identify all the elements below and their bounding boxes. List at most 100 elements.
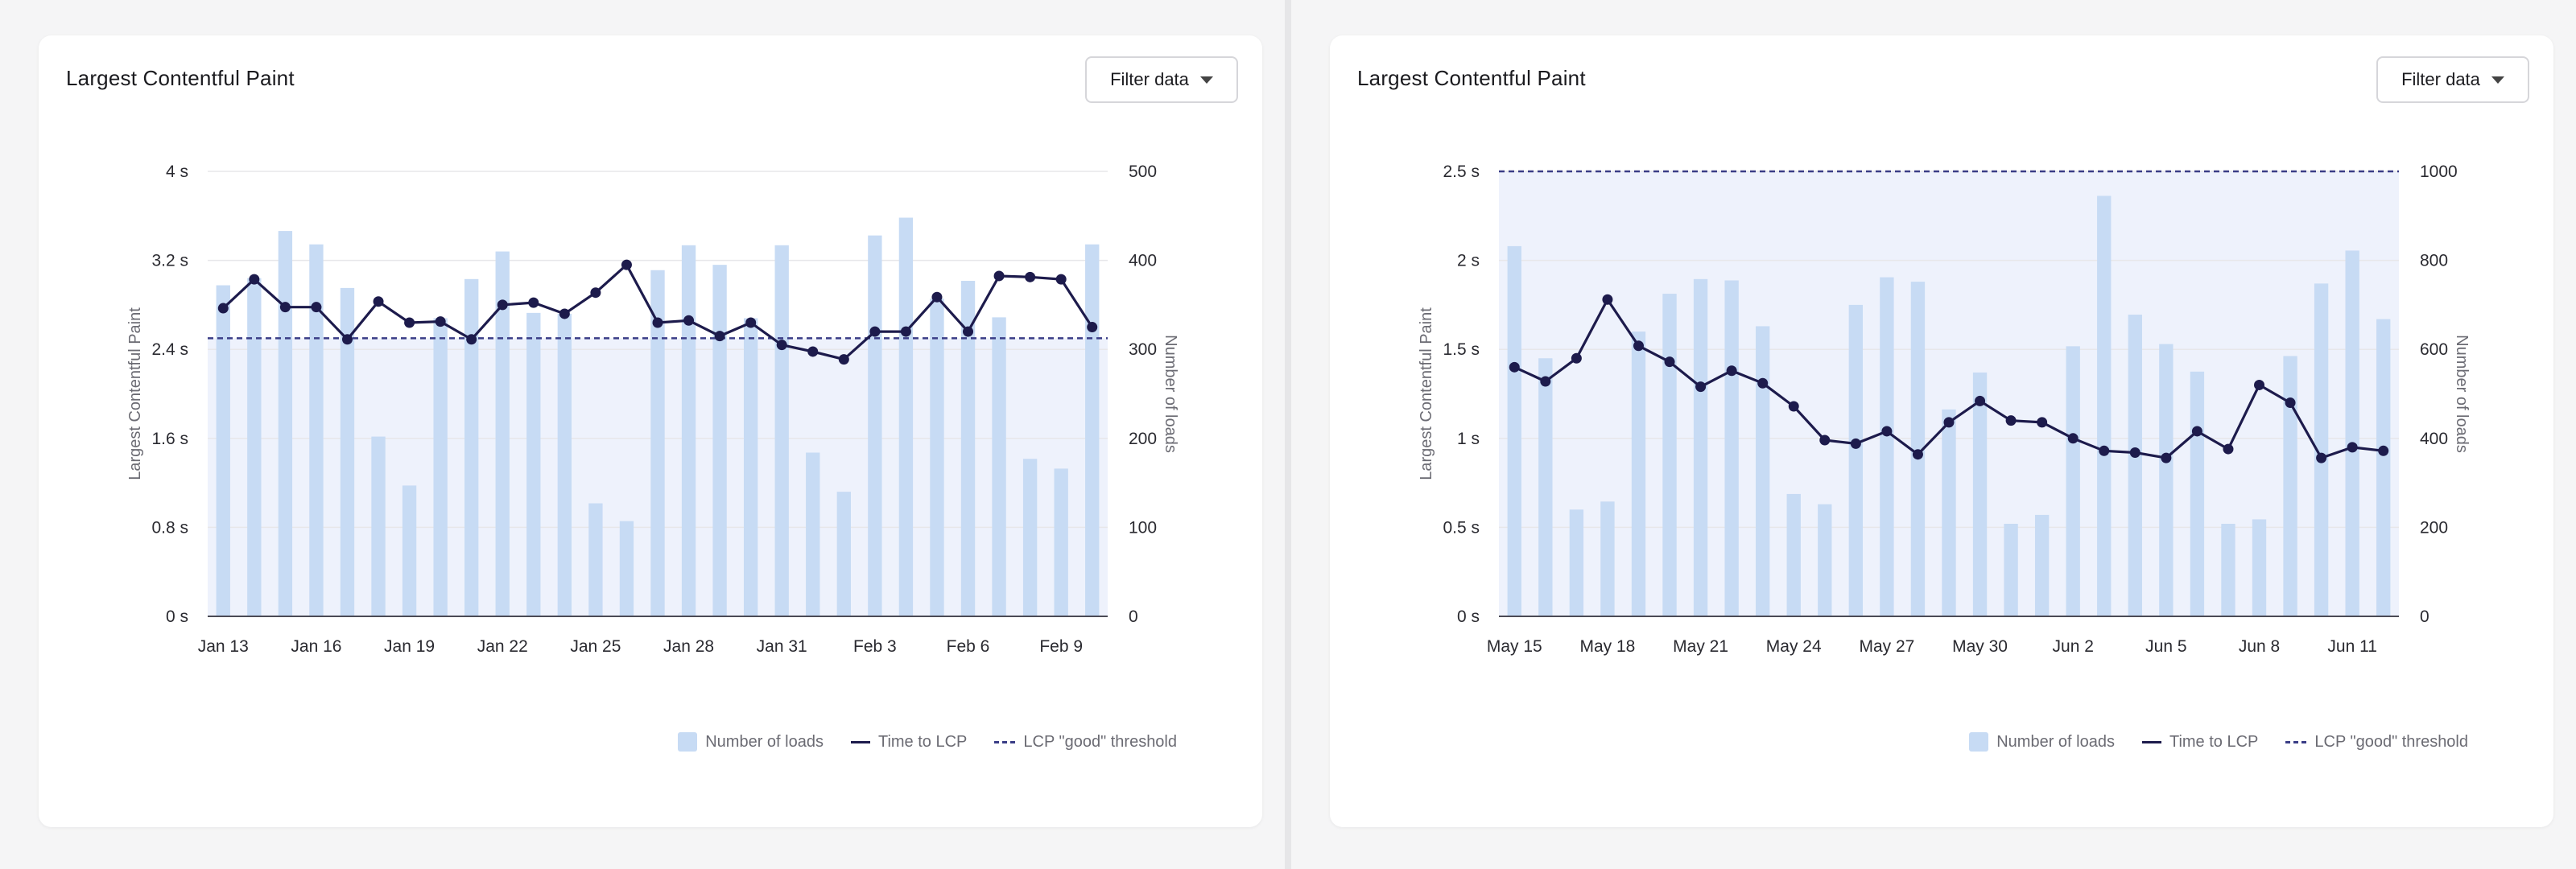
bar — [681, 245, 696, 616]
bar — [992, 317, 1006, 616]
legend-label: Time to LCP — [2169, 732, 2259, 751]
lcp-point — [341, 334, 353, 345]
bar — [650, 270, 665, 616]
lcp-point — [373, 296, 384, 307]
lcp-point — [435, 316, 446, 327]
lcp-point — [497, 299, 508, 311]
lcp-point — [1819, 434, 1831, 446]
bar-swatch-icon — [1969, 732, 1989, 752]
y2-tick-label: 400 — [2420, 430, 2448, 448]
chart-legend: Number of loads Time to LCP LCP "good" t… — [678, 732, 1177, 752]
x-tick-label: Jun 5 — [2145, 637, 2186, 656]
lcp-point — [311, 302, 322, 313]
lcp-point — [559, 308, 570, 319]
bar — [806, 452, 820, 616]
bar — [2345, 250, 2359, 616]
y-tick-label: 1.6 s — [151, 430, 188, 448]
chart-card: Largest Contentful Paint Filter data 0 s… — [1330, 35, 2553, 827]
legend-item-loads[interactable]: Number of loads — [678, 732, 824, 752]
legend-label: LCP "good" threshold — [2314, 732, 2468, 751]
bar — [309, 244, 324, 616]
card-title: Largest Contentful Paint — [66, 66, 295, 90]
lcp-point — [217, 303, 229, 314]
y-tick-label: 0 s — [1457, 607, 1480, 626]
lcp-point — [1055, 274, 1067, 285]
bar — [1054, 468, 1068, 616]
lcp-point — [683, 315, 695, 326]
bar — [1942, 409, 1956, 616]
x-tick-label: May 18 — [1579, 637, 1635, 656]
x-tick-label: Feb 9 — [1039, 637, 1083, 656]
legend-item-lcp[interactable]: Time to LCP — [850, 733, 967, 752]
lcp-point — [1912, 449, 1923, 460]
y2-tick-label: 600 — [2420, 340, 2448, 359]
bar — [1085, 244, 1100, 616]
lcp-point — [279, 302, 291, 313]
legend-item-threshold[interactable]: LCP "good" threshold — [2285, 733, 2468, 752]
x-tick-label: May 30 — [1952, 637, 2008, 656]
bar — [1600, 501, 1615, 616]
lcp-point — [1025, 271, 1036, 282]
filter-data-label: Filter data — [1110, 69, 1189, 89]
y-tick-label: 2.5 s — [1443, 163, 1480, 181]
bar — [340, 287, 355, 616]
legend-item-loads[interactable]: Number of loads — [1969, 732, 2115, 752]
panel-divider — [1285, 0, 1291, 869]
lcp-point — [931, 291, 943, 303]
x-tick-label: Jun 2 — [2053, 637, 2094, 656]
legend-item-lcp[interactable]: Time to LCP — [2141, 732, 2259, 752]
bar — [371, 436, 386, 616]
legend-label: Number of loads — [1996, 732, 2115, 751]
lcp-point — [1695, 381, 1707, 393]
bar — [1880, 277, 1894, 616]
caret-down-icon — [1199, 76, 1213, 84]
legend-item-threshold[interactable]: LCP "good" threshold — [994, 733, 1177, 752]
bar — [1631, 332, 1646, 616]
line-swatch-icon — [2141, 740, 2161, 743]
dashed-line-swatch-icon — [2285, 740, 2307, 743]
lcp-point — [2005, 415, 2017, 426]
lcp-point — [2099, 445, 2110, 456]
y-tick-label: 0.8 s — [151, 518, 188, 537]
x-tick-label: Jan 13 — [198, 637, 249, 656]
y-tick-label: 0.5 s — [1443, 518, 1480, 537]
filter-data-button[interactable]: Filter data — [2376, 56, 2529, 103]
lcp-chart: 0 s 0 0.5 s 200 1 s 400 1.5 s 600 2 s 800 2.5 s 100… — [1418, 163, 2471, 656]
bar — [216, 285, 230, 616]
bar — [743, 318, 758, 616]
bar — [1538, 358, 1553, 616]
card-title: Largest Contentful Paint — [1357, 66, 1586, 90]
y-tick-label: 2 s — [1457, 252, 1480, 270]
bar — [526, 312, 541, 616]
bar — [712, 265, 727, 616]
lcp-point — [404, 317, 415, 328]
x-tick-label: Feb 3 — [853, 637, 897, 656]
y2-tick-label: 200 — [1129, 430, 1157, 448]
filter-data-button[interactable]: Filter data — [1085, 56, 1238, 103]
bar — [247, 278, 262, 616]
bar — [1972, 372, 1988, 616]
bar — [930, 299, 944, 616]
y-tick-label: 2.4 s — [151, 340, 188, 359]
bar — [1569, 509, 1584, 616]
lcp-point — [590, 287, 601, 299]
x-tick-label: May 24 — [1766, 637, 1822, 656]
x-tick-label: Jun 8 — [2239, 637, 2280, 656]
lcp-point — [1540, 376, 1551, 387]
legend-label: Number of loads — [705, 732, 824, 751]
y-tick-label: 3.2 s — [151, 252, 188, 270]
lcp-point — [2254, 379, 2265, 390]
lcp-point — [1788, 401, 1799, 412]
lcp-point — [621, 259, 632, 270]
bar — [774, 245, 789, 616]
bar — [2097, 196, 2112, 617]
bar — [1724, 280, 1739, 616]
lcp-point — [900, 326, 911, 337]
x-tick-label: May 21 — [1673, 637, 1728, 656]
line-swatch-icon — [850, 740, 870, 743]
lcp-point — [993, 270, 1005, 282]
lcp-point — [963, 326, 974, 337]
y-axis-title: Largest Contentful Paint — [126, 307, 144, 480]
bar — [1693, 278, 1708, 616]
lcp-point — [869, 326, 881, 337]
